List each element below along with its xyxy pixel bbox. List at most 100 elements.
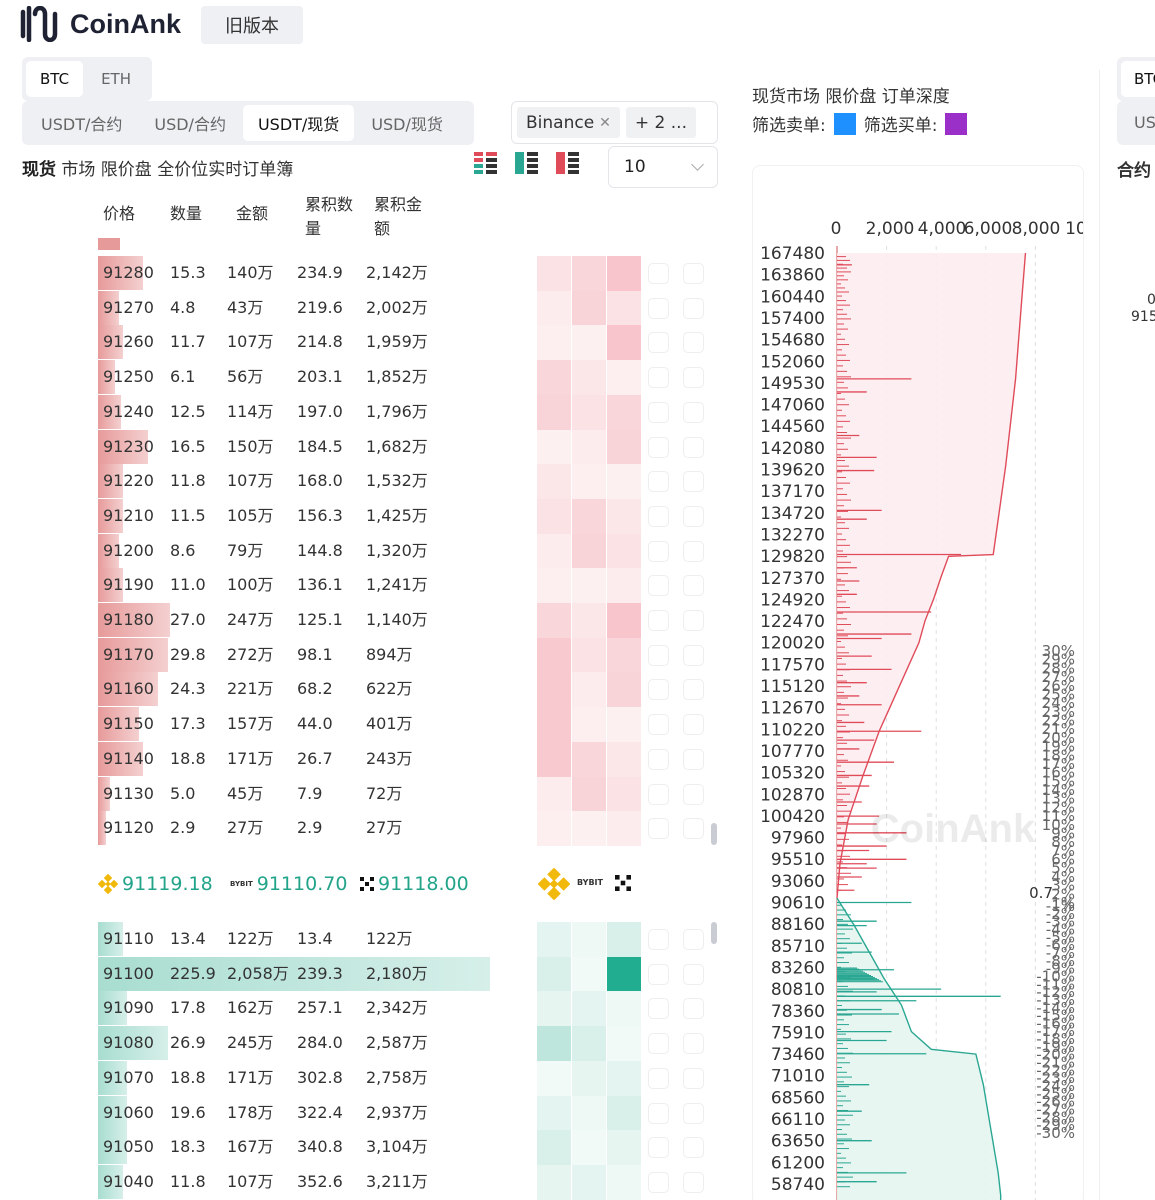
- tab-usdt-spot[interactable]: USDT/现货: [242, 105, 355, 141]
- bid-row-checkbox[interactable]: [683, 1102, 704, 1124]
- ask-row[interactable]: 91190 11.0 100万 136.1 1,241万: [98, 568, 528, 603]
- ask-cell-qty: 17.3: [170, 714, 206, 734]
- bid-row-checkbox[interactable]: [648, 1067, 669, 1089]
- ask-row-checkbox[interactable]: [648, 263, 669, 284]
- ask-row[interactable]: 91210 11.5 105万 156.3 1,425万: [98, 498, 528, 533]
- coinank-logo[interactable]: CoinAnk: [20, 6, 181, 42]
- ask-row-checkbox[interactable]: [648, 471, 669, 493]
- layout-bids-icon[interactable]: [515, 152, 538, 174]
- ask-row-checkbox[interactable]: [648, 748, 669, 770]
- ask-row-checkbox[interactable]: [648, 540, 669, 562]
- bid-row-checkbox[interactable]: [648, 1137, 669, 1159]
- bids-scrollbar[interactable]: [711, 922, 717, 944]
- ask-row[interactable]: 91270 4.8 43万 219.6 2,002万: [98, 290, 528, 325]
- ask-depth-bar: [98, 290, 119, 325]
- layout-both-icon[interactable]: [474, 152, 497, 174]
- bid-row-checkbox[interactable]: [648, 929, 669, 950]
- ask-row-checkbox[interactable]: [683, 540, 704, 562]
- ask-row-checkbox[interactable]: [648, 367, 669, 389]
- ask-row-checkbox[interactable]: [683, 644, 704, 666]
- bid-row-checkbox[interactable]: [683, 929, 704, 950]
- bid-row-checkbox[interactable]: [683, 963, 704, 985]
- asks-scrollbar[interactable]: [711, 823, 717, 845]
- ask-row-checkbox[interactable]: [683, 297, 704, 319]
- ask-row[interactable]: 91160 24.3 221万 68.2 622万: [98, 672, 528, 707]
- ask-row[interactable]: 91130 5.0 45万 7.9 72万: [98, 776, 528, 811]
- bid-row-checkbox[interactable]: [683, 1171, 704, 1193]
- tab-usd-spot[interactable]: USD/现货: [371, 115, 443, 134]
- ask-heat-cell: [572, 394, 606, 430]
- bid-row-checkbox[interactable]: [683, 1033, 704, 1055]
- bid-row-checkbox[interactable]: [648, 1033, 669, 1055]
- bid-row[interactable]: 91040 11.8 107万 352.6 3,211万: [98, 1164, 528, 1199]
- ask-row-checkbox[interactable]: [648, 505, 669, 527]
- layout-asks-icon[interactable]: [556, 152, 579, 174]
- far-market-tab[interactable]: US: [1117, 101, 1155, 145]
- bid-row[interactable]: 91060 19.6 178万 322.4 2,937万: [98, 1095, 528, 1130]
- ask-row-checkbox[interactable]: [648, 783, 669, 805]
- far-tab-btc[interactable]: BTC: [1121, 61, 1155, 97]
- bid-row[interactable]: 91110 13.4 122万 13.4 122万: [98, 922, 528, 956]
- bid-row-checkbox[interactable]: [648, 1171, 669, 1193]
- tab-btc[interactable]: BTC: [26, 61, 84, 97]
- ask-row-checkbox[interactable]: [683, 401, 704, 423]
- ask-row-checkbox[interactable]: [648, 332, 669, 354]
- bid-row[interactable]: 91100 225.9 2,058万 239.3 2,180万: [98, 956, 528, 991]
- ask-row-checkbox[interactable]: [648, 610, 669, 631]
- ask-cell-price: 91250: [103, 367, 154, 387]
- ask-row-checkbox[interactable]: [648, 575, 669, 597]
- bid-row-checkbox[interactable]: [683, 1067, 704, 1089]
- ask-row[interactable]: 91250 6.1 56万 203.1 1,852万: [98, 360, 528, 395]
- ask-row-checkbox[interactable]: [683, 505, 704, 527]
- bid-row-checkbox[interactable]: [648, 963, 669, 985]
- ask-row-checkbox[interactable]: [683, 332, 704, 354]
- tab-eth[interactable]: ETH: [101, 70, 131, 88]
- ask-row-checkbox[interactable]: [648, 644, 669, 666]
- ask-row[interactable]: 91170 29.8 272万 98.1 894万: [98, 637, 528, 672]
- bid-row-checkbox[interactable]: [683, 1137, 704, 1159]
- ask-row[interactable]: 91240 12.5 114万 197.0 1,796万: [98, 394, 528, 429]
- bid-row-checkbox[interactable]: [648, 1102, 669, 1124]
- ask-row-checkbox[interactable]: [648, 297, 669, 319]
- bid-row[interactable]: 91070 18.8 171万 302.8 2,758万: [98, 1060, 528, 1095]
- ask-row-checkbox[interactable]: [683, 436, 704, 458]
- ask-row-checkbox[interactable]: [648, 818, 669, 840]
- ask-row[interactable]: 91120 2.9 27万 2.9 27万: [98, 811, 528, 846]
- ask-row-checkbox[interactable]: [683, 679, 704, 701]
- ask-row-checkbox[interactable]: [683, 575, 704, 597]
- ask-row-checkbox[interactable]: [683, 471, 704, 493]
- ask-row-checkbox[interactable]: [683, 367, 704, 389]
- ask-row-checkbox[interactable]: [648, 714, 669, 736]
- ask-row-checkbox[interactable]: [683, 783, 704, 805]
- bid-row[interactable]: 91090 17.8 162万 257.1 2,342万: [98, 991, 528, 1026]
- ask-row[interactable]: 91140 18.8 171万 26.7 243万: [98, 741, 528, 776]
- ask-row-checkbox[interactable]: [683, 610, 704, 631]
- ask-row[interactable]: 91230 16.5 150万 184.5 1,682万: [98, 429, 528, 464]
- tab-usd-futures[interactable]: USD/合约: [154, 115, 226, 134]
- ask-row-checkbox[interactable]: [683, 748, 704, 770]
- close-icon[interactable]: ✕: [599, 114, 611, 131]
- bid-row-checkbox[interactable]: [648, 998, 669, 1020]
- ask-row-checkbox[interactable]: [648, 679, 669, 701]
- ask-row[interactable]: 91200 8.6 79万 144.8 1,320万: [98, 533, 528, 568]
- tab-usdt-futures[interactable]: USDT/合约: [41, 115, 123, 134]
- old-version-button[interactable]: 旧版本: [201, 6, 303, 44]
- ask-row-checkbox[interactable]: [683, 818, 704, 840]
- ask-row[interactable]: 91260 11.7 107万 214.8 1,959万: [98, 325, 528, 360]
- ask-row-checkbox[interactable]: [648, 401, 669, 423]
- ask-row[interactable]: 91180 27.0 247万 125.1 1,140万: [98, 603, 528, 637]
- bid-row[interactable]: 91080 26.9 245万 284.0 2,587万: [98, 1026, 528, 1061]
- ask-row-checkbox[interactable]: [648, 436, 669, 458]
- exchange-more-tag[interactable]: + 2 ...: [625, 107, 696, 138]
- bid-row[interactable]: 91050 18.3 167万 340.8 3,104万: [98, 1130, 528, 1165]
- buy-filter-swatch[interactable]: [945, 112, 968, 135]
- ask-row[interactable]: 91150 17.3 157万 44.0 401万: [98, 707, 528, 742]
- ask-row[interactable]: 91280 15.3 140万 234.9 2,142万: [98, 256, 528, 290]
- exchange-filter[interactable]: Binance ✕ + 2 ...: [511, 101, 718, 144]
- depth-step-select[interactable]: 10: [608, 146, 718, 188]
- bid-row-checkbox[interactable]: [683, 998, 704, 1020]
- sell-filter-swatch[interactable]: [833, 112, 856, 135]
- ask-row-checkbox[interactable]: [683, 263, 704, 284]
- ask-row-checkbox[interactable]: [683, 714, 704, 736]
- ask-row[interactable]: 91220 11.8 107万 168.0 1,532万: [98, 464, 528, 499]
